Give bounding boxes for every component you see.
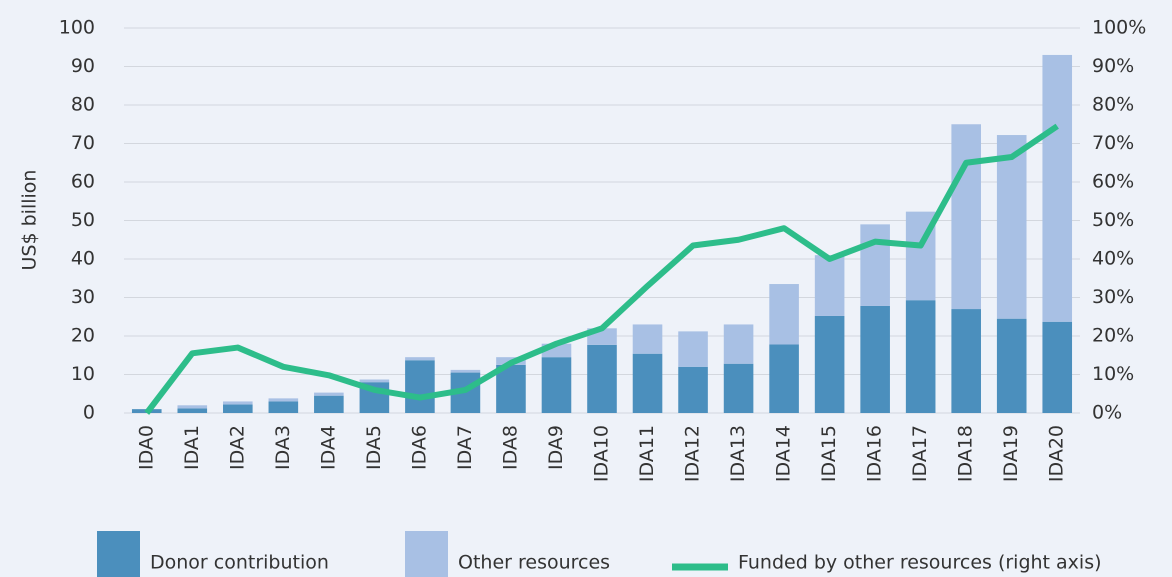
x-tick-label: IDA12 <box>682 425 704 482</box>
x-tick-label: IDA4 <box>317 425 339 470</box>
line <box>144 123 1059 415</box>
x-tick-label: IDA6 <box>408 425 430 470</box>
x-tick-label: IDA15 <box>818 425 840 482</box>
y-tick-label: 20 <box>71 325 95 347</box>
legend-label: Other resources <box>458 552 610 574</box>
bar <box>223 404 253 413</box>
x-tick-label: IDA17 <box>909 425 931 482</box>
bar <box>359 379 390 383</box>
bar <box>769 284 799 345</box>
bar <box>951 124 981 310</box>
x-tick-label: IDA8 <box>499 425 521 470</box>
y2-tick-label: 20% <box>1092 325 1134 347</box>
bar <box>860 224 890 306</box>
bar <box>632 353 663 413</box>
y-tick-label: 100 <box>59 17 95 39</box>
bar <box>223 401 253 405</box>
x-tick-label: IDA0 <box>135 425 157 470</box>
y2-tick-label: 100% <box>1092 17 1146 39</box>
y2-tick-label: 50% <box>1092 209 1134 231</box>
y-tick-label: 60 <box>71 171 95 193</box>
bar <box>769 344 799 413</box>
y2-tick-label: 80% <box>1092 94 1134 116</box>
bar <box>1042 321 1073 413</box>
bar <box>405 357 435 361</box>
x-tick-label: IDA14 <box>773 425 795 482</box>
x-tick-label: IDA13 <box>727 425 749 482</box>
y2-tick-label: 30% <box>1092 286 1134 308</box>
legend-swatch <box>97 531 140 577</box>
bar <box>678 366 708 413</box>
y-tick-label: 40 <box>71 248 95 270</box>
y-axis-label: US$ billion <box>19 170 41 271</box>
y-tick-label: 50 <box>71 209 95 231</box>
y2-tick-label: 40% <box>1092 248 1134 270</box>
x-tick-label: IDA16 <box>864 425 886 482</box>
bar <box>541 357 572 413</box>
bar <box>678 331 708 367</box>
y-tick-label: 70 <box>71 132 95 154</box>
x-tick-label: IDA3 <box>272 425 294 470</box>
bar <box>268 398 299 402</box>
bar <box>723 324 754 364</box>
x-tick-label: IDA7 <box>454 425 476 470</box>
y-tick-label: 0 <box>83 402 95 424</box>
bar <box>177 405 208 409</box>
legend-swatch <box>405 531 448 577</box>
bar <box>268 401 299 413</box>
x-tick-label: IDA19 <box>1000 425 1022 482</box>
bar <box>814 255 845 316</box>
bar <box>314 392 344 396</box>
bar <box>996 318 1027 413</box>
legend-label: Donor contribution <box>150 552 329 574</box>
x-tick-label: IDA11 <box>636 425 658 482</box>
legend-label: Funded by other resources (right axis) <box>738 552 1102 574</box>
bar <box>587 344 617 413</box>
bar <box>723 363 754 413</box>
y-tick-label: 10 <box>71 363 95 385</box>
bar <box>314 395 344 413</box>
bar <box>814 315 845 413</box>
bar <box>905 300 936 413</box>
bar <box>996 135 1027 319</box>
y2-tick-label: 10% <box>1092 363 1134 385</box>
y2-tick-label: 90% <box>1092 55 1134 77</box>
bar <box>405 360 435 413</box>
bar <box>1042 54 1073 322</box>
x-tick-label: IDA20 <box>1046 425 1068 482</box>
bar <box>177 408 208 413</box>
x-tick-label: IDA9 <box>545 425 567 470</box>
bar <box>860 305 890 413</box>
y2-tick-label: 70% <box>1092 132 1134 154</box>
y2-tick-label: 60% <box>1092 171 1134 193</box>
y-tick-label: 30 <box>71 286 95 308</box>
x-tick-label: IDA2 <box>226 425 248 470</box>
y2-tick-label: 0% <box>1092 402 1122 424</box>
x-tick-label: IDA18 <box>955 425 977 482</box>
bar <box>951 309 981 413</box>
bar <box>450 369 481 373</box>
x-tick-label: IDA5 <box>363 425 385 470</box>
x-tick-label: IDA1 <box>181 425 203 470</box>
x-tick-label: IDA10 <box>591 425 613 482</box>
bar <box>632 324 663 354</box>
bar <box>496 364 526 413</box>
y-tick-label: 80 <box>71 94 95 116</box>
y-tick-label: 90 <box>71 55 95 77</box>
